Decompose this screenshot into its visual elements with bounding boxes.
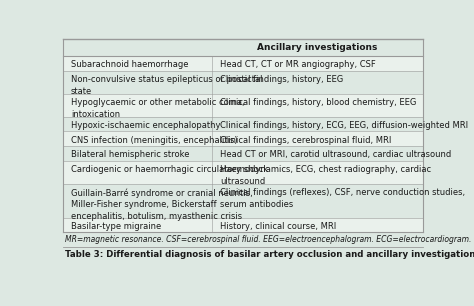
Bar bbox=[63, 184, 423, 218]
Text: CNS infection (meningitis, encephalitis): CNS infection (meningitis, encephalitis) bbox=[71, 136, 237, 145]
Text: History, clinical course, MRI: History, clinical course, MRI bbox=[220, 222, 337, 231]
Text: Head CT or MRI, carotid ultrasound, cardiac ultrasound: Head CT or MRI, carotid ultrasound, card… bbox=[220, 150, 451, 159]
Text: Table 3: Differential diagnosis of basilar artery occlusion and ancillary invest: Table 3: Differential diagnosis of basil… bbox=[64, 250, 474, 259]
Bar bbox=[63, 117, 423, 132]
Text: Clinical findings (reflexes), CSF, nerve conduction studies,
serum antibodies: Clinical findings (reflexes), CSF, nerve… bbox=[220, 188, 465, 209]
Text: Subarachnoid haemorrhage: Subarachnoid haemorrhage bbox=[71, 60, 188, 69]
Bar bbox=[63, 218, 423, 232]
Text: Clinical findings, history, EEG: Clinical findings, history, EEG bbox=[220, 75, 343, 84]
Text: Cardiogenic or haemorrhagic circulatory shock: Cardiogenic or haemorrhagic circulatory … bbox=[71, 165, 268, 174]
Bar bbox=[63, 146, 423, 161]
Bar bbox=[63, 56, 423, 71]
Text: Haemodynamics, ECG, chest radiography, cardiac
ultrasound: Haemodynamics, ECG, chest radiography, c… bbox=[220, 165, 431, 186]
Bar bbox=[63, 247, 423, 268]
Text: Hypoglycaemic or other metabolic coma,
intoxication: Hypoglycaemic or other metabolic coma, i… bbox=[71, 98, 245, 119]
Text: Clinical findings, history, blood chemistry, EEG: Clinical findings, history, blood chemis… bbox=[220, 98, 417, 107]
Text: Non-convulsive status epilepticus or postictal
state: Non-convulsive status epilepticus or pos… bbox=[71, 75, 263, 96]
Bar bbox=[63, 161, 423, 184]
Bar bbox=[63, 39, 423, 56]
Bar bbox=[63, 232, 423, 246]
Text: MR=magnetic resonance. CSF=cerebrospinal fluid. EEG=electroencephalogram. ECG=el: MR=magnetic resonance. CSF=cerebrospinal… bbox=[64, 235, 471, 244]
Bar bbox=[63, 94, 423, 117]
Text: Ancillary investigations: Ancillary investigations bbox=[257, 43, 378, 52]
Text: Guillain-Barré syndrome or cranial neuritis,
Miller-Fisher syndrome, Bickerstaff: Guillain-Barré syndrome or cranial neuri… bbox=[71, 188, 253, 221]
Bar bbox=[63, 71, 423, 94]
Text: Clinical findings, history, ECG, EEG, diffusion-weighted MRI: Clinical findings, history, ECG, EEG, di… bbox=[220, 121, 468, 130]
Text: Head CT, CT or MR angiography, CSF: Head CT, CT or MR angiography, CSF bbox=[220, 60, 376, 69]
Bar bbox=[63, 132, 423, 146]
Text: Clinical findings, cerebrospinal fluid, MRI: Clinical findings, cerebrospinal fluid, … bbox=[220, 136, 392, 145]
Text: Bilateral hemispheric stroke: Bilateral hemispheric stroke bbox=[71, 150, 190, 159]
Text: Hypoxic-ischaemic encephalopathy: Hypoxic-ischaemic encephalopathy bbox=[71, 121, 220, 130]
Text: Basilar-type migraine: Basilar-type migraine bbox=[71, 222, 161, 231]
